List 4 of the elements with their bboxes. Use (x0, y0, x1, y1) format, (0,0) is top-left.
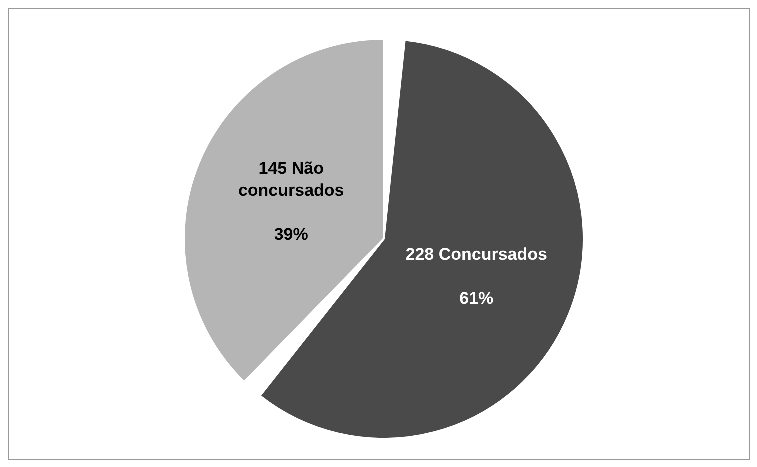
data-label: 39% (274, 224, 308, 244)
data-label: 61% (460, 289, 494, 308)
slice-label: 145 Não concursados (238, 158, 344, 200)
slice-label: 228 Concursados (406, 245, 548, 264)
